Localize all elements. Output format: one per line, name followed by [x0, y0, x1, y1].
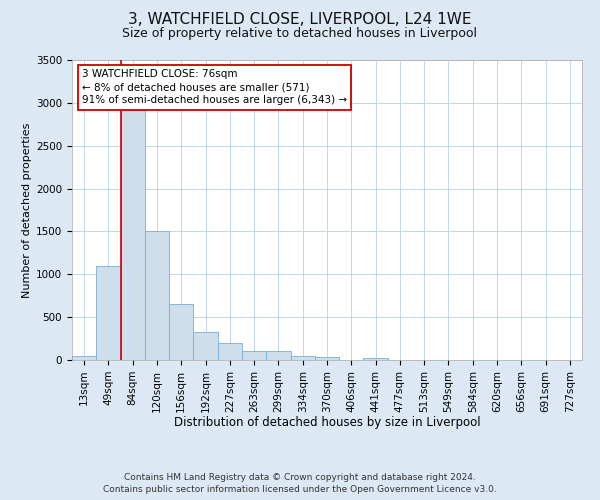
Y-axis label: Number of detached properties: Number of detached properties — [22, 122, 32, 298]
Bar — [266, 352, 290, 360]
Text: 3, WATCHFIELD CLOSE, LIVERPOOL, L24 1WE: 3, WATCHFIELD CLOSE, LIVERPOOL, L24 1WE — [128, 12, 472, 28]
Bar — [364, 358, 388, 360]
Bar — [145, 230, 169, 360]
Bar — [218, 344, 242, 360]
Bar — [72, 356, 96, 360]
Text: 3 WATCHFIELD CLOSE: 76sqm
← 8% of detached houses are smaller (571)
91% of semi-: 3 WATCHFIELD CLOSE: 76sqm ← 8% of detach… — [82, 69, 347, 106]
Bar — [169, 304, 193, 360]
Text: Size of property relative to detached houses in Liverpool: Size of property relative to detached ho… — [122, 28, 478, 40]
Bar — [121, 110, 145, 360]
Text: Contains HM Land Registry data © Crown copyright and database right 2024.
Contai: Contains HM Land Registry data © Crown c… — [103, 472, 497, 494]
Bar — [290, 356, 315, 360]
Bar — [96, 266, 121, 360]
Bar — [242, 352, 266, 360]
Bar — [193, 332, 218, 360]
X-axis label: Distribution of detached houses by size in Liverpool: Distribution of detached houses by size … — [173, 416, 481, 429]
Bar — [315, 358, 339, 360]
